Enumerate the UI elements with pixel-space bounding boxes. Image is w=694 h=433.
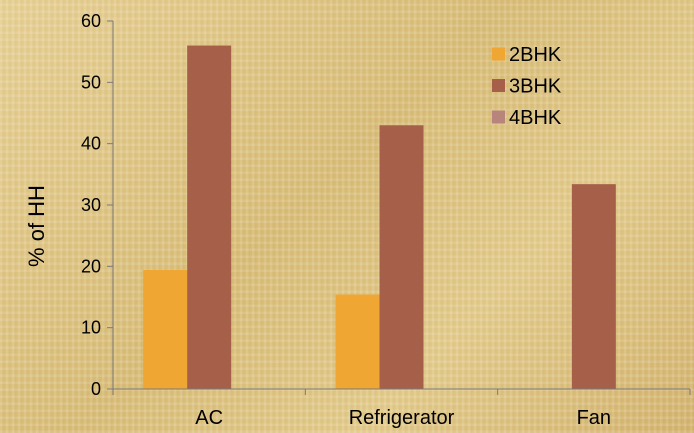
bar [379,125,424,390]
y-tick-label: 30 [81,195,101,215]
y-tick-label: 60 [81,11,101,31]
legend-swatch [492,79,505,92]
bars-layer [143,45,616,390]
legend-label: 3BHK [509,76,562,98]
bar [143,270,188,389]
y-tick-label: 0 [91,379,101,399]
legend-swatch [492,47,505,61]
legend-label: 4BHK [509,107,562,129]
x-tick-label: Fan [577,407,611,429]
x-tick-label: Refrigerator [349,407,455,429]
legend: 2BHK 3BHK 4BHK [492,44,562,129]
y-tick-label: 20 [81,256,101,276]
y-tick-label: 50 [81,72,101,92]
bar [571,184,616,389]
x-tick-label: AC [195,407,223,429]
legend-label: 2BHK [509,44,562,66]
legend-swatch [492,110,505,124]
y-axis-title: % of HH [24,185,49,267]
bar [335,294,380,389]
y-tick-label: 40 [81,134,101,154]
y-tick-label: 10 [81,318,101,338]
axes-layer: 0 10 20 30 40 50 60 AC Refrigerator Fan [81,11,691,429]
bar [187,45,232,390]
